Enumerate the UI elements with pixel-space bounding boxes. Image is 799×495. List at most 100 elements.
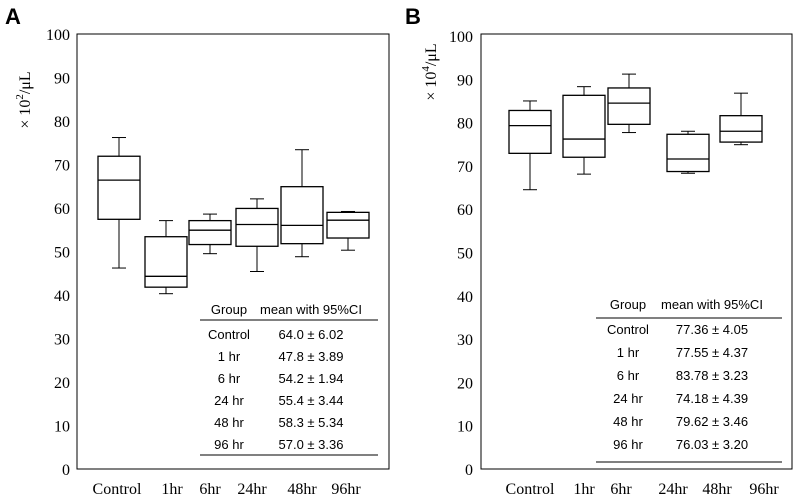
panel-a-table-header-group: Group — [211, 302, 247, 317]
iqr-box — [607, 87, 651, 125]
panel-b-y-ticks: 0 10 20 30 40 50 60 70 80 90 100 — [449, 29, 473, 479]
panel-a-plot-frame — [76, 33, 390, 470]
panel-b-x-tick-labels: Control 1hr 6hr 24hr 48hr 96hr — [506, 481, 780, 495]
panel-a-letter: A — [5, 4, 21, 29]
panel-b-table-mean-cell: 79.62 ± 3.46 — [676, 414, 748, 429]
panel-b-y-tick-label: 0 — [465, 462, 473, 479]
panel-b-x-tick-label: 6hr — [610, 481, 632, 495]
panel-a-y-tick-label: 70 — [54, 158, 70, 175]
panel-a-y-ticks: 0 10 20 30 40 50 60 70 80 90 100 — [46, 27, 70, 479]
panel-a-table-mean-cell: 55.4 ± 3.44 — [279, 393, 344, 408]
iqr-box — [280, 186, 324, 245]
panel-a-box-Control — [97, 137, 141, 269]
panel-a-box-48hr — [280, 149, 324, 258]
panel-a-y-axis-label: × 102/μL — [14, 71, 34, 128]
panel-b-table: Group mean with 95%CI Control 77.36 ± 4.05 1… — [596, 297, 782, 463]
panel-b-y-tick-label: 100 — [449, 29, 473, 46]
panel-b-table-group-cell: Control — [607, 322, 649, 337]
panel-b-letter: B — [405, 4, 421, 29]
panel-a: A × 102/μL 0 10 20 30 40 50 60 70 80 90 100 Contro… — [5, 4, 390, 495]
panel-a-y-tick-label: 20 — [54, 375, 70, 392]
panel-a-y-label-prefix: × 10 — [17, 100, 34, 129]
panel-a-table-group-cell: 6 hr — [218, 371, 241, 386]
panel-a-y-label-exp: 2 — [14, 94, 26, 100]
panel-a-table-mean-cell: 54.2 ± 1.94 — [279, 371, 344, 386]
panel-b-box-1hr — [562, 86, 606, 175]
panel-b-y-tick-label: 70 — [457, 159, 473, 176]
panel-b-table-group-cell: 1 hr — [617, 345, 640, 360]
panel-a-y-tick-label: 40 — [54, 288, 70, 305]
iqr-box — [235, 207, 279, 247]
panel-b-x-tick-label: 24hr — [658, 481, 688, 495]
panel-a-y-tick-label: 100 — [46, 27, 70, 44]
panel-a-x-tick-labels: Control 1hr 6hr 24hr 48hr 96hr — [93, 481, 362, 495]
panel-a-x-tick-label: 1hr — [161, 481, 183, 495]
iqr-box — [188, 219, 232, 246]
panel-b-y-tick-label: 60 — [457, 202, 473, 219]
panel-a-y-tick-label: 50 — [54, 245, 70, 262]
panel-b-table-mean-cell: 83.78 ± 3.23 — [676, 368, 748, 383]
panel-b-box-Control — [508, 100, 552, 191]
panel-b-table-mean-cell: 77.36 ± 4.05 — [676, 322, 748, 337]
panel-b: B × 104/μL 0 10 20 30 40 50 60 70 80 90 100 Contro… — [405, 4, 793, 495]
panel-a-y-tick-label: 60 — [54, 201, 70, 218]
panel-b-y-tick-label: 50 — [457, 246, 473, 263]
panel-a-y-tick-label: 10 — [54, 419, 70, 436]
panel-b-x-tick-label: 48hr — [702, 481, 732, 495]
panel-b-box-6hr — [607, 73, 651, 134]
iqr-box — [666, 133, 710, 173]
panel-b-table-mean-cell: 76.03 ± 3.20 — [676, 437, 748, 452]
panel-a-y-tick-label: 30 — [54, 332, 70, 349]
panel-b-y-tick-label: 20 — [457, 375, 473, 392]
panel-a-table-mean-cell: 64.0 ± 6.02 — [279, 327, 344, 342]
panel-b-y-tick-label: 90 — [457, 72, 473, 89]
panel-a-box-6hr — [188, 213, 232, 255]
panel-a-table-group-cell: 1 hr — [218, 349, 241, 364]
panel-b-y-axis-label: × 104/μL — [420, 43, 440, 100]
panel-b-table-group-cell: 96 hr — [613, 437, 643, 452]
iqr-box — [562, 94, 606, 158]
panel-b-table-mean-cell: 77.55 ± 4.37 — [676, 345, 748, 360]
panel-a-x-tick-label: 24hr — [237, 481, 267, 495]
panel-a-y-tick-label: 90 — [54, 71, 70, 88]
panel-a-table: Group mean with 95%CI Control 64.0 ± 6.02 1 … — [200, 302, 378, 456]
panel-b-y-tick-label: 30 — [457, 332, 473, 349]
panel-a-box-96hr — [326, 210, 370, 251]
panel-b-y-tick-label: 40 — [457, 289, 473, 306]
panel-a-boxes — [97, 137, 370, 295]
panel-a-table-group-cell: 24 hr — [214, 393, 244, 408]
panel-b-x-tick-label: 1hr — [573, 481, 595, 495]
panel-a-y-label-unit: /μL — [17, 71, 34, 94]
panel-b-y-label-prefix: × 10 — [423, 72, 440, 101]
panel-a-table-header-mean: mean with 95%CI — [260, 302, 362, 317]
panel-b-x-tick-label: 96hr — [749, 481, 779, 495]
panel-b-table-group-cell: 24 hr — [613, 391, 643, 406]
iqr-box — [144, 236, 188, 288]
iqr-box — [97, 155, 141, 220]
iqr-box — [719, 115, 763, 143]
panel-a-y-tick-label: 0 — [62, 462, 70, 479]
panel-a-table-group-cell: 48 hr — [214, 415, 244, 430]
panel-a-box-24hr — [235, 198, 279, 273]
panel-a-x-tick-label: 48hr — [287, 481, 317, 495]
panel-b-y-label-unit: /μL — [423, 43, 440, 66]
panel-b-box-48hr — [719, 92, 763, 146]
panel-b-boxes — [508, 73, 763, 191]
panel-a-table-mean-cell: 47.8 ± 3.89 — [279, 349, 344, 364]
panel-a-x-tick-label: Control — [93, 481, 142, 495]
panel-a-x-tick-label: 96hr — [331, 481, 361, 495]
panel-b-table-group-cell: 48 hr — [613, 414, 643, 429]
panel-b-table-mean-cell: 74.18 ± 4.39 — [676, 391, 748, 406]
iqr-box — [326, 211, 370, 239]
panel-b-x-tick-label: Control — [506, 481, 555, 495]
panel-b-y-label-exp: 4 — [420, 66, 432, 72]
panel-a-table-mean-cell: 57.0 ± 3.36 — [279, 437, 344, 452]
panel-b-box-24hr — [666, 130, 710, 174]
panel-b-table-group-cell: 6 hr — [617, 368, 640, 383]
panel-a-x-tick-label: 6hr — [199, 481, 221, 495]
panel-a-y-tick-label: 80 — [54, 114, 70, 131]
panel-b-y-tick-label: 80 — [457, 116, 473, 133]
panel-a-box-1hr — [144, 220, 188, 295]
panel-b-table-header-mean: mean with 95%CI — [661, 297, 763, 312]
